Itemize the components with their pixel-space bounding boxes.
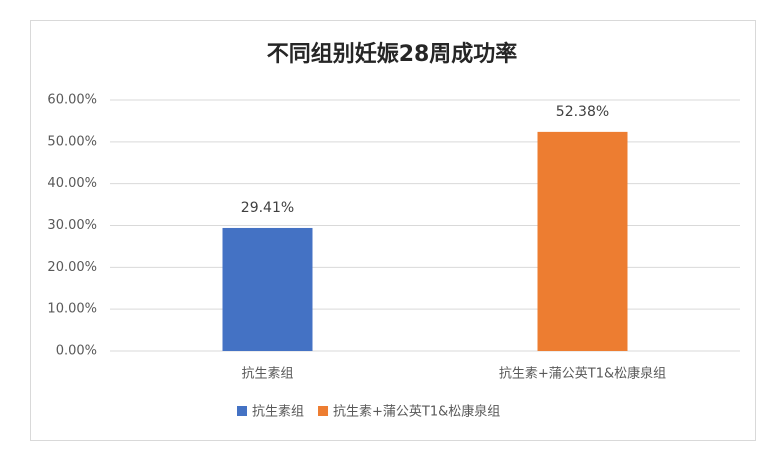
y-tick-label: 50.00% [47, 134, 97, 149]
x-tick-label: 抗生素+蒲公英T1&松康泉组 [499, 366, 666, 382]
legend-swatch [237, 406, 247, 416]
bar [222, 227, 313, 351]
bar [537, 131, 628, 351]
chart-title: 不同组别妊娠28周成功率 [267, 41, 518, 67]
y-tick-label: 40.00% [47, 176, 97, 191]
chart-frame [30, 20, 756, 441]
y-tick-label: 30.00% [47, 218, 97, 233]
y-tick-label: 10.00% [47, 302, 97, 317]
y-tick-label: 0.00% [56, 344, 97, 359]
x-tick-label: 抗生素组 [241, 367, 293, 382]
data-label: 52.38% [556, 104, 609, 120]
legend-label: 抗生素组 [252, 405, 304, 420]
data-label: 29.41% [241, 200, 294, 216]
legend-swatch [318, 406, 329, 416]
y-tick-label: 20.00% [47, 260, 97, 275]
legend-label: 抗生素+蒲公英T1&松康泉组 [333, 404, 500, 420]
y-tick-label: 60.00% [47, 93, 97, 108]
